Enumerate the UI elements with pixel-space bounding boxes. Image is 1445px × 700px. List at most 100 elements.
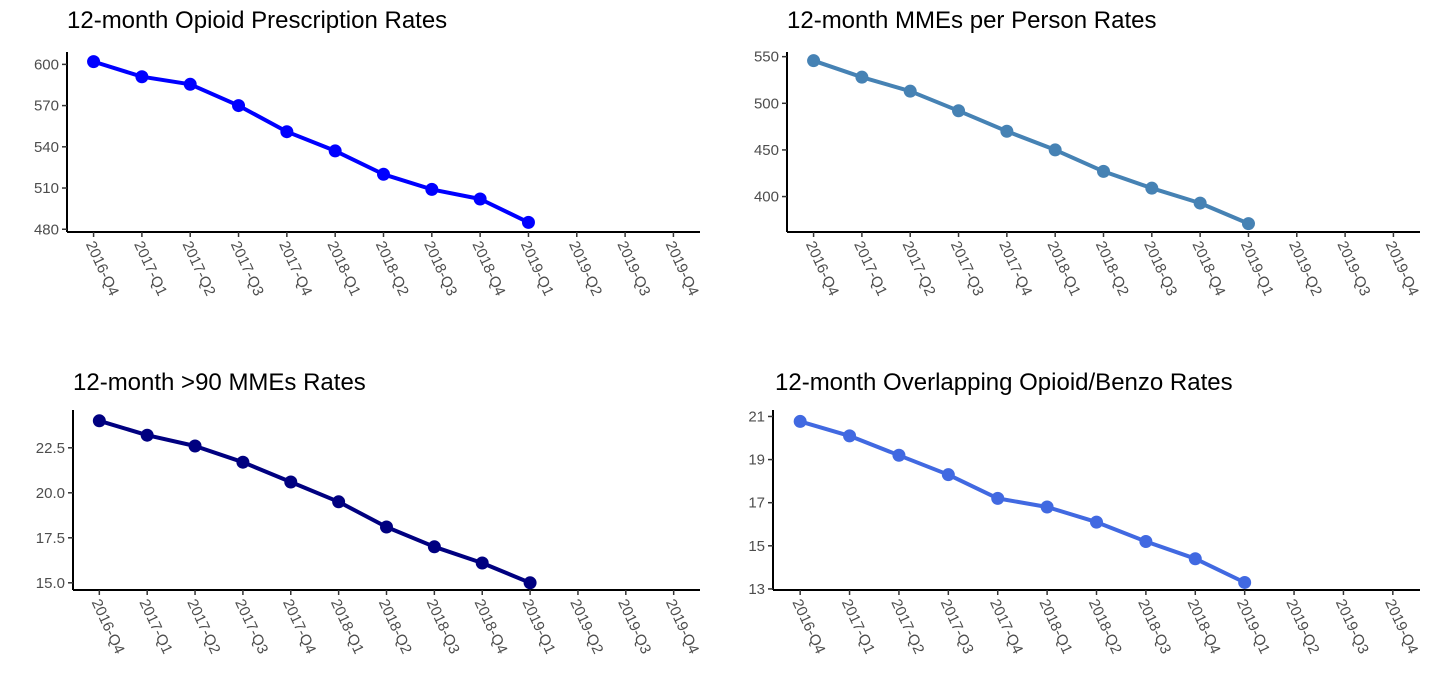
point — [284, 475, 298, 489]
point — [1145, 181, 1159, 195]
x-tick-label: 2018-Q4 — [469, 239, 509, 299]
x-tick-label: 2016-Q4 — [789, 597, 829, 657]
chart-title: 12-month MMEs per Person Rates — [787, 7, 1156, 34]
x-tick-label: 2019-Q3 — [614, 597, 654, 657]
point — [1241, 217, 1255, 231]
x-tick-label: 2016-Q4 — [88, 597, 128, 657]
x-tick-label: 2018-Q3 — [1134, 597, 1174, 657]
x-tick-label: 2018-Q3 — [420, 239, 460, 299]
x-tick-label: 2017-Q2 — [179, 239, 219, 299]
line — [98, 418, 531, 585]
x-tick-label: 2017-Q4 — [279, 597, 319, 657]
point — [1188, 552, 1202, 566]
x-tick-label: 2017-Q3 — [937, 597, 977, 657]
point — [236, 455, 250, 469]
x-tick-label: 2018-Q1 — [1044, 239, 1084, 299]
y-tick-label: 500 — [754, 95, 779, 112]
y-tick-label: 17.5 — [36, 530, 65, 547]
x-tick-label: 2019-Q4 — [662, 239, 702, 299]
x-tick-label: 2018-Q2 — [1085, 597, 1125, 657]
x-tick-label: 2019-Q2 — [1285, 239, 1325, 299]
x-tick-label: 2019-Q4 — [662, 597, 702, 657]
x-tick-label: 2018-Q2 — [1092, 239, 1132, 299]
y-tick-label: 600 — [34, 56, 59, 73]
x-tick-label: 2018-Q4 — [471, 597, 511, 657]
point — [991, 491, 1005, 505]
line — [93, 59, 530, 225]
point — [1097, 164, 1110, 178]
point — [1000, 124, 1014, 138]
point — [140, 428, 154, 442]
point — [92, 414, 106, 428]
point — [855, 70, 869, 84]
y-tick-label: 400 — [754, 189, 779, 206]
line — [812, 58, 1250, 226]
x-tick-label: 2018-Q1 — [324, 239, 364, 299]
point — [1139, 534, 1153, 548]
point — [843, 429, 857, 443]
point — [952, 104, 966, 118]
y-tick-label: 15 — [748, 538, 765, 555]
x-tick-label: 2019-Q1 — [1237, 239, 1277, 299]
point — [807, 54, 821, 68]
y-tick-label: 20.0 — [36, 485, 65, 502]
x-tick-label: 2019-Q1 — [517, 239, 557, 299]
x-tick-label: 2018-Q3 — [423, 597, 463, 657]
x-tick-label: 2019-Q4 — [1382, 239, 1422, 299]
x-tick-label: 2018-Q2 — [372, 239, 412, 299]
x-tick-label: 2017-Q3 — [947, 239, 987, 299]
y-tick-label: 550 — [754, 49, 779, 66]
x-tick-label: 2017-Q3 — [227, 239, 267, 299]
point — [793, 414, 807, 428]
point — [521, 215, 535, 229]
x-tick-label: 2019-Q3 — [613, 239, 653, 299]
point — [87, 55, 101, 69]
chart-title: 12-month Opioid Prescription Rates — [67, 7, 447, 34]
y-tick-label: 540 — [34, 139, 59, 156]
y-tick-label: 570 — [34, 98, 59, 115]
point — [475, 556, 489, 570]
y-tick-label: 510 — [34, 180, 59, 197]
point — [188, 439, 202, 453]
point — [1040, 500, 1054, 514]
x-tick-label: 2016-Q4 — [802, 239, 842, 299]
point — [380, 520, 393, 534]
x-tick-label: 2017-Q1 — [130, 239, 170, 299]
point — [425, 182, 439, 196]
x-tick-label: 2019-Q3 — [1333, 239, 1373, 299]
x-tick-label: 2017-Q4 — [995, 239, 1035, 299]
x-tick-label: 2017-Q1 — [136, 597, 176, 657]
x-tick-label: 2019-Q1 — [518, 597, 558, 657]
point — [377, 167, 390, 181]
x-tick-label: 2019-Q2 — [565, 239, 605, 299]
x-tick-label: 2017-Q1 — [838, 597, 878, 657]
point — [328, 144, 342, 158]
point — [523, 576, 537, 590]
y-tick-label: 450 — [754, 142, 779, 159]
x-tick-label: 2017-Q1 — [850, 239, 890, 299]
x-tick-label: 2017-Q2 — [887, 597, 927, 657]
point — [427, 540, 441, 554]
x-tick-label: 2019-Q3 — [1332, 597, 1372, 657]
point — [941, 468, 955, 482]
point — [332, 495, 346, 509]
point — [1090, 515, 1103, 529]
point — [1238, 575, 1252, 589]
x-tick-label: 2019-Q2 — [1282, 597, 1322, 657]
x-tick-label: 2016-Q4 — [82, 239, 122, 299]
y-tick-label: 480 — [34, 221, 59, 238]
point — [183, 77, 197, 91]
x-tick-label: 2018-Q1 — [1035, 597, 1075, 657]
x-tick-label: 2017-Q3 — [231, 597, 271, 657]
y-tick-label: 17 — [748, 495, 765, 512]
y-tick-label: 15.0 — [36, 575, 65, 592]
chart-title: 12-month Overlapping Opioid/Benzo Rates — [775, 369, 1233, 396]
y-tick-label: 13 — [748, 581, 765, 598]
x-tick-label: 2018-Q4 — [1184, 597, 1224, 657]
line — [799, 419, 1246, 585]
point — [892, 448, 906, 462]
y-tick-label: 19 — [748, 452, 765, 469]
x-tick-label: 2017-Q2 — [183, 597, 223, 657]
x-tick-label: 2018-Q4 — [1189, 239, 1229, 299]
